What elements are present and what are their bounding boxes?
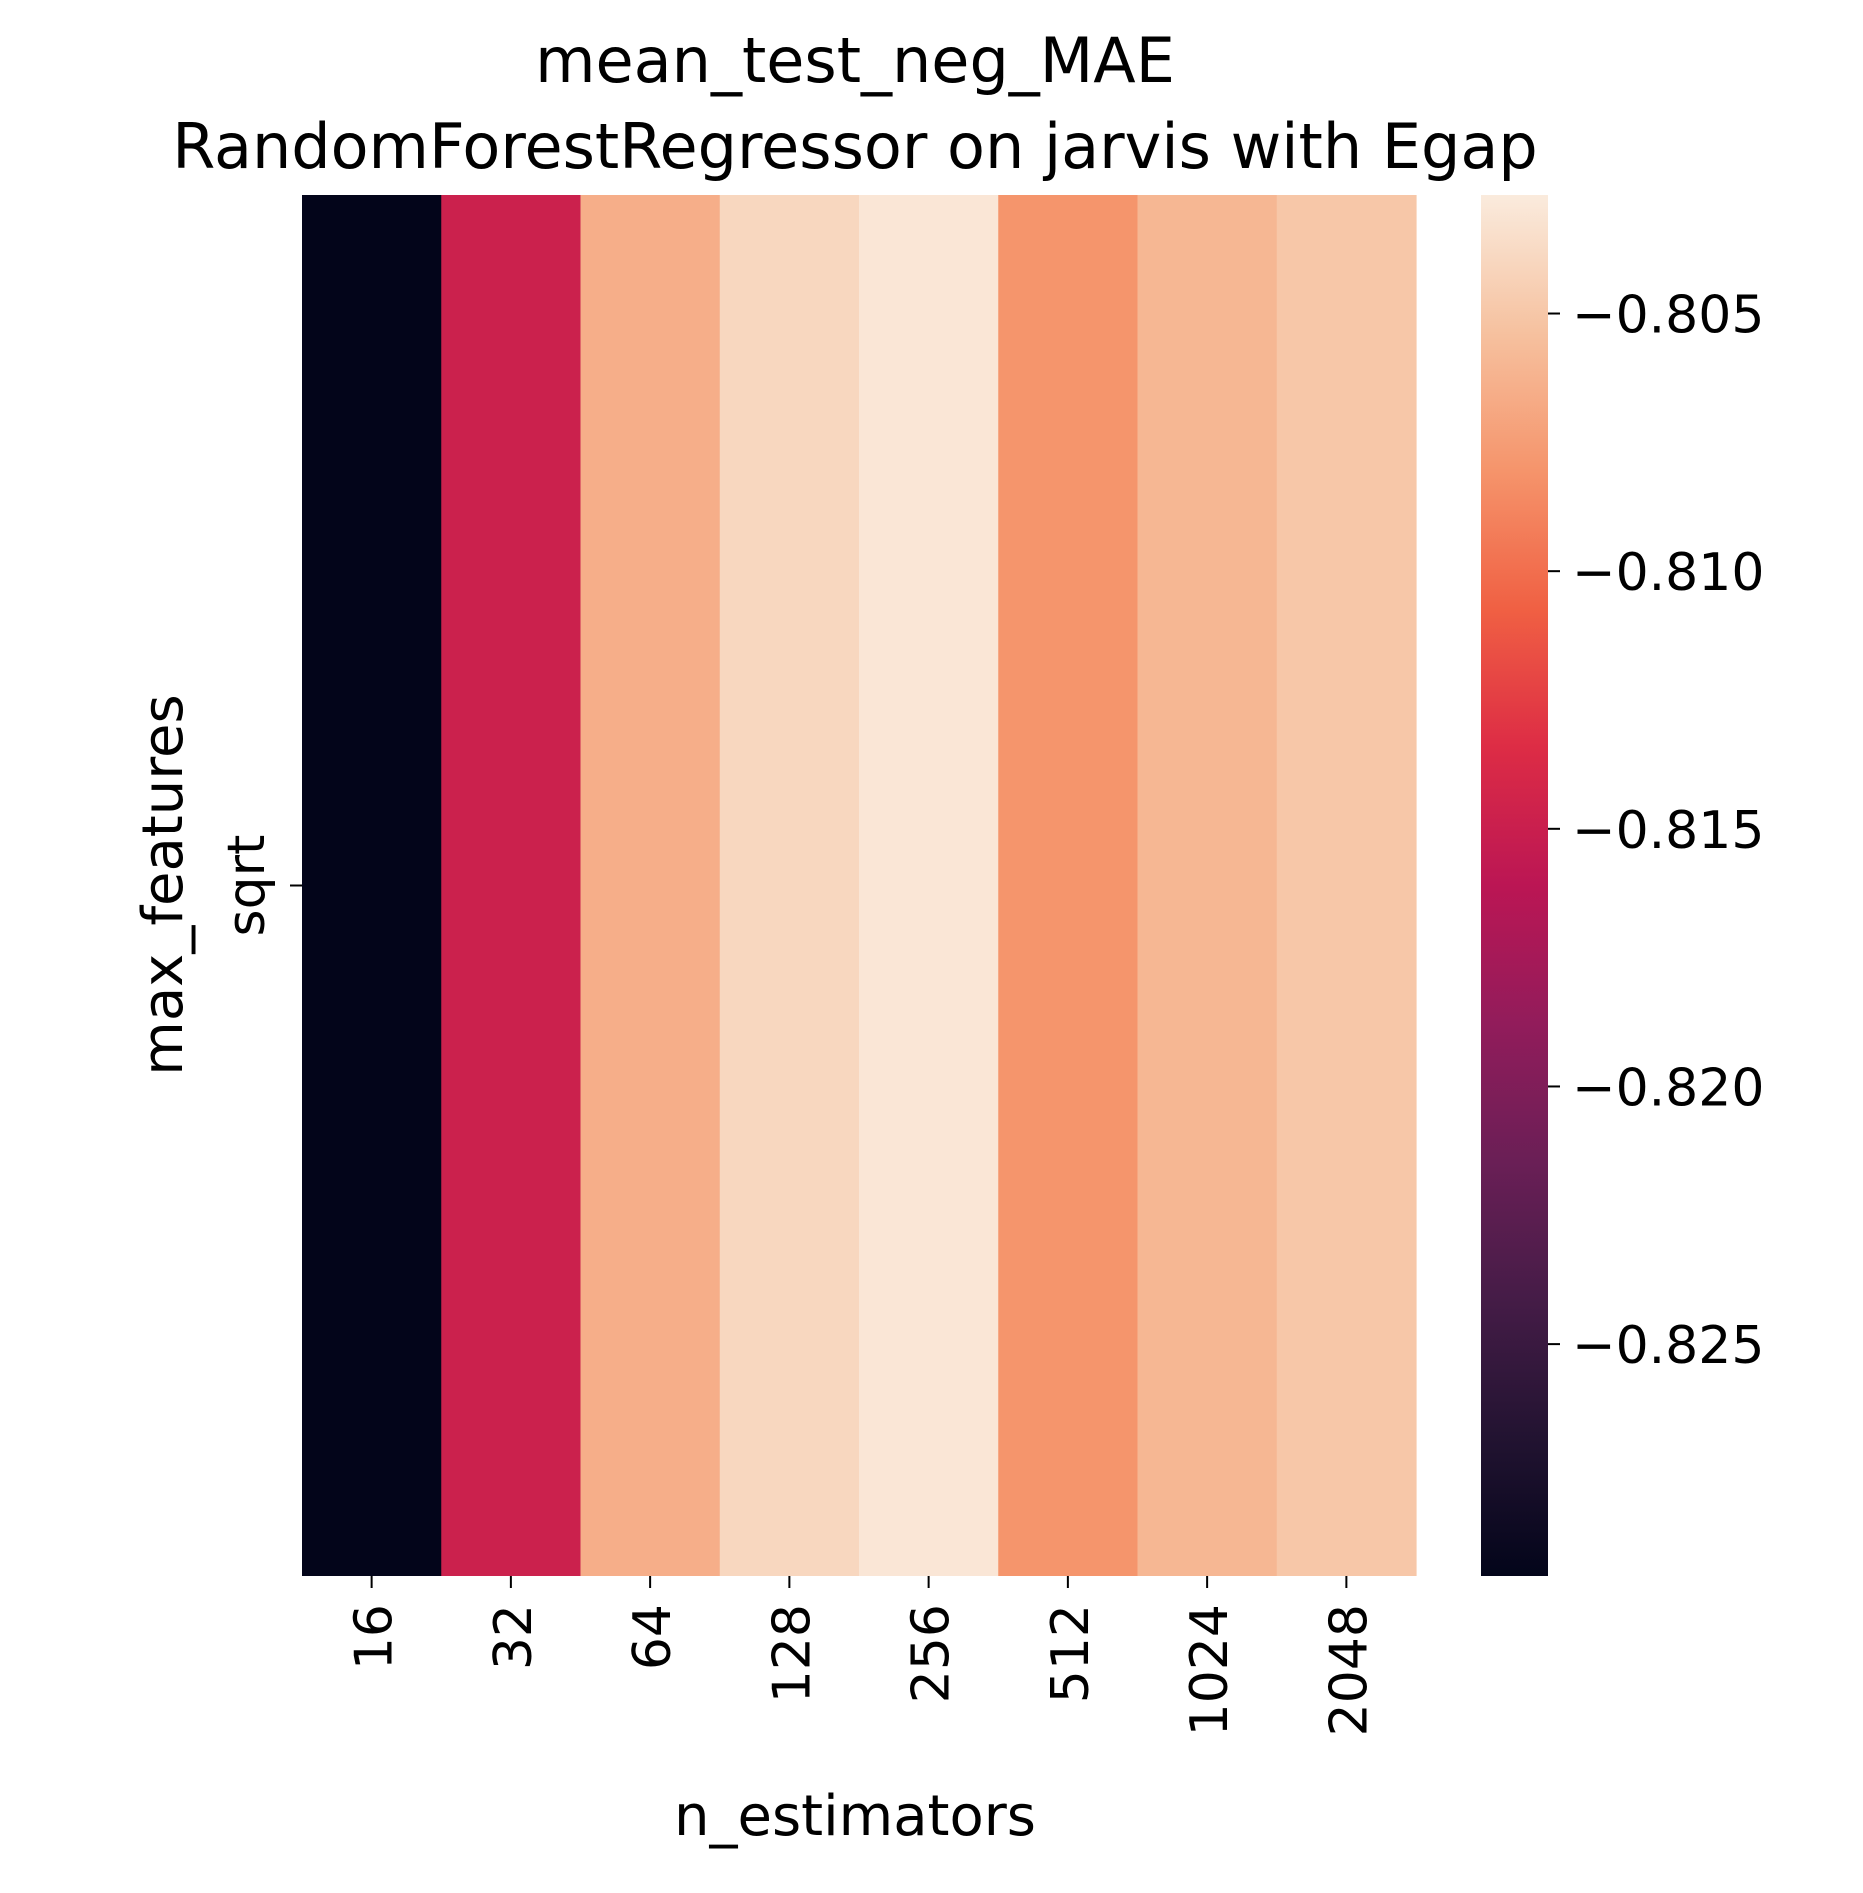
heatmap-cell <box>1137 195 1278 1576</box>
y-tick-label: sqrt <box>217 835 277 937</box>
y-axis-ticks: sqrt <box>217 835 302 937</box>
x-tick-label: 512 <box>1041 1604 1101 1703</box>
x-axis-ticks: 16 32 64 128 256 512 1024 2048 <box>345 1576 1379 1736</box>
x-tick-label: 128 <box>762 1604 822 1703</box>
colorbar-tick-label: −0.825 <box>1572 1316 1764 1376</box>
chart-subtitle: RandomForestRegressor on jarvis with Ega… <box>172 110 1537 183</box>
colorbar-tick-label: −0.820 <box>1572 1058 1764 1118</box>
x-tick-label: 2048 <box>1319 1604 1379 1736</box>
x-tick-label: 16 <box>345 1604 405 1670</box>
heatmap-cell <box>1276 195 1417 1576</box>
colorbar-tick-label: −0.805 <box>1572 286 1764 346</box>
heatmap-cell <box>719 195 860 1576</box>
heatmap-cells <box>302 195 1417 1576</box>
colorbar <box>1481 195 1548 1576</box>
x-tick-label: 256 <box>902 1604 962 1703</box>
x-tick-label: 32 <box>484 1604 544 1670</box>
colorbar-tick-label: −0.810 <box>1572 543 1764 603</box>
heatmap-cell <box>302 195 442 1576</box>
x-tick-label: 1024 <box>1180 1604 1240 1736</box>
heatmap-cell <box>859 195 999 1576</box>
heatmap-cell <box>441 195 582 1576</box>
heatmap-cell <box>998 195 1139 1576</box>
y-axis-label: max_features <box>131 694 196 1075</box>
chart-title: mean_test_neg_MAE <box>535 24 1175 97</box>
x-tick-label: 64 <box>623 1604 683 1670</box>
x-axis-label: n_estimators <box>674 1784 1036 1849</box>
heatmap-cell <box>580 195 721 1576</box>
colorbar-ticks: −0.805 −0.810 −0.815 −0.820 −0.825 <box>1548 286 1764 1376</box>
colorbar-tick-label: −0.815 <box>1572 801 1764 861</box>
